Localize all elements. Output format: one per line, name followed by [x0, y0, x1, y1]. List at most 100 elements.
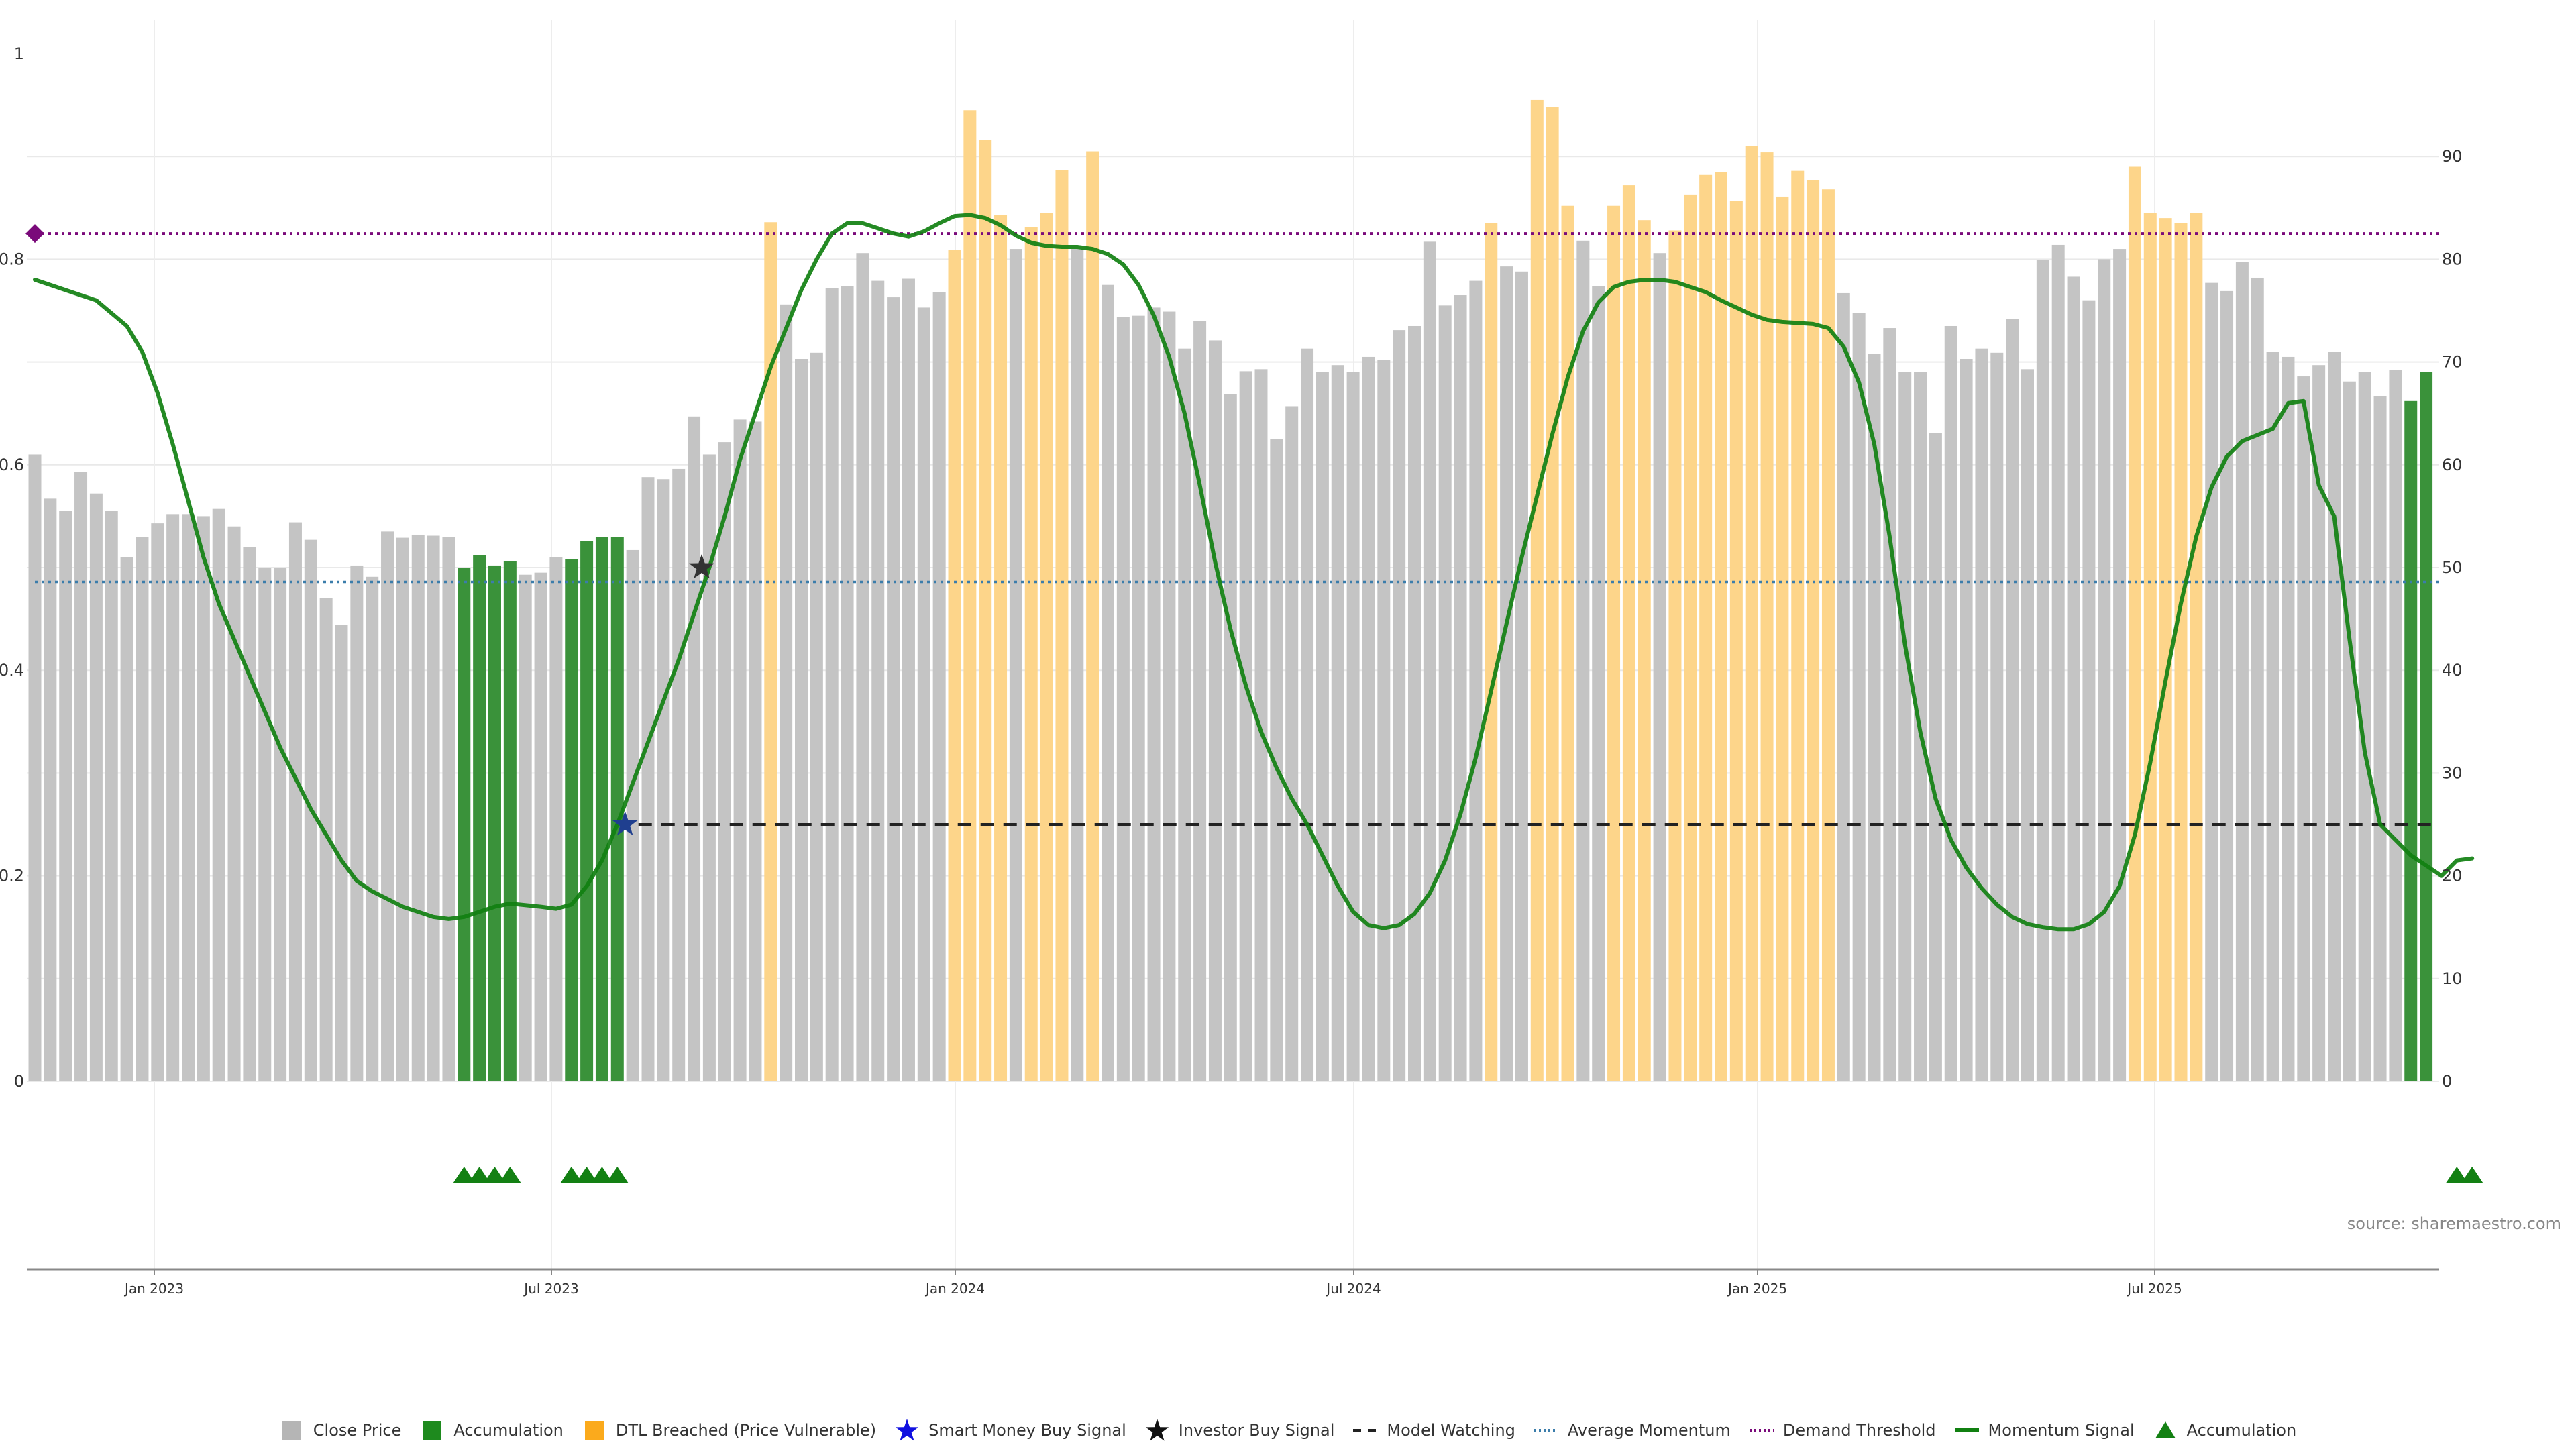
- dtl-bar: [1040, 213, 1053, 1082]
- legend-square-icon: [280, 1418, 304, 1442]
- demand-threshold-marker: [25, 224, 44, 244]
- close-bar: [1132, 315, 1145, 1081]
- legend-item: Accumulation: [420, 1418, 564, 1442]
- legend-label: Momentum Signal: [1988, 1421, 2135, 1440]
- close-bar: [932, 292, 946, 1081]
- legend-label: Close Price: [313, 1421, 402, 1440]
- close-bar: [1239, 371, 1252, 1082]
- legend-line-icon: [1954, 1418, 1979, 1442]
- legend-star-icon: [1145, 1418, 1169, 1442]
- accumulation-marker: [606, 1167, 629, 1183]
- close-bar: [2373, 396, 2387, 1081]
- close-bar: [2266, 352, 2279, 1081]
- close-bar: [2113, 249, 2127, 1082]
- legend-dot-icon: [1534, 1418, 1558, 1442]
- accumulation-bar: [2404, 400, 2418, 1081]
- legend-item: Accumulation: [2153, 1418, 2297, 1442]
- legend-item: Average Momentum: [1534, 1418, 1731, 1442]
- x-tick-label: Jan 2024: [924, 1281, 985, 1297]
- dtl-bar: [1760, 152, 1774, 1081]
- close-bar: [74, 472, 88, 1081]
- close-bar: [902, 278, 915, 1081]
- dtl-bar: [2174, 223, 2188, 1081]
- close-bar: [1254, 369, 1268, 1081]
- accumulation-marker: [576, 1167, 598, 1183]
- legend-label: Smart Money Buy Signal: [928, 1421, 1126, 1440]
- source-credit: source: sharemaestro.com: [2347, 1214, 2561, 1233]
- close-bar: [396, 537, 409, 1081]
- close-bar: [841, 286, 854, 1082]
- right-axis-tick-label: 40: [2442, 661, 2463, 680]
- dtl-bar: [2128, 166, 2141, 1081]
- right-axis-tick-label: 10: [2442, 969, 2463, 988]
- close-bar: [1515, 271, 1528, 1082]
- legend-dash-icon: [1353, 1418, 1377, 1442]
- left-axis-tick-label: 0.4: [0, 661, 24, 680]
- close-bar: [549, 557, 563, 1081]
- close-bar: [212, 508, 225, 1081]
- close-bar: [366, 576, 379, 1081]
- close-bar: [182, 514, 195, 1081]
- close-bar: [749, 421, 762, 1081]
- close-bar: [887, 297, 900, 1082]
- close-bar: [1454, 295, 1467, 1081]
- lines-layer: [33, 213, 2475, 932]
- accumulation-marker: [499, 1167, 521, 1183]
- close-bar: [28, 454, 42, 1081]
- right-axis-tick-label: 30: [2442, 763, 2463, 782]
- close-bar: [2251, 277, 2264, 1081]
- close-bar: [1102, 284, 1114, 1082]
- x-tick-label: Jan 2023: [123, 1281, 184, 1297]
- accumulation-marker: [560, 1167, 582, 1183]
- momentum-signal-line: [33, 213, 2475, 932]
- close-bar: [1193, 321, 1207, 1081]
- x-tick-label: Jul 2024: [1325, 1281, 1381, 1297]
- close-bar: [89, 493, 103, 1081]
- close-bar: [350, 565, 364, 1081]
- accumulation-bar: [503, 561, 517, 1081]
- close-bar: [335, 625, 348, 1081]
- close-bar: [2021, 369, 2034, 1081]
- dtl-bar: [1729, 201, 1743, 1082]
- legend-square-icon: [420, 1418, 444, 1442]
- close-bar: [795, 359, 808, 1081]
- close-bar: [197, 516, 210, 1081]
- close-bar: [1270, 439, 1283, 1081]
- dtl-bar: [764, 222, 777, 1081]
- close-bar: [1837, 292, 1850, 1081]
- close-bar: [1377, 360, 1391, 1081]
- close-bar: [1224, 394, 1237, 1081]
- dtl-bar: [1638, 220, 1651, 1082]
- dtl-bar: [1561, 205, 1574, 1082]
- markers-layer: [25, 224, 2483, 1183]
- close-bar: [1362, 356, 1375, 1082]
- dtl-bar: [1791, 170, 1805, 1082]
- close-bar: [718, 442, 731, 1081]
- close-bar: [2067, 276, 2080, 1082]
- close-bar: [1883, 328, 1896, 1082]
- close-bar: [227, 526, 241, 1081]
- dtl-bar: [1086, 151, 1099, 1081]
- close-bar: [120, 557, 133, 1081]
- close-bar: [2297, 376, 2310, 1081]
- close-bar: [2098, 259, 2111, 1081]
- accumulation-bar: [580, 541, 594, 1081]
- legend-label: Accumulation: [2186, 1421, 2297, 1440]
- left-axis-tick-label: 0.6: [0, 455, 24, 474]
- close-bar: [1990, 352, 2004, 1081]
- close-bar: [1071, 249, 1084, 1082]
- bars-layer: [28, 99, 2433, 1082]
- close-bar: [871, 280, 885, 1081]
- close-bar: [427, 535, 440, 1081]
- dtl-bar: [1776, 196, 1789, 1081]
- close-bar: [657, 479, 670, 1081]
- dtl-bar: [994, 215, 1008, 1082]
- close-bar: [825, 288, 839, 1081]
- close-bar: [2343, 381, 2356, 1081]
- close-bar: [702, 454, 716, 1081]
- close-bar: [1393, 330, 1406, 1081]
- dtl-bar: [1485, 223, 1498, 1081]
- close-bar: [1208, 340, 1222, 1082]
- close-bar: [2328, 352, 2341, 1081]
- close-bar: [1852, 313, 1866, 1082]
